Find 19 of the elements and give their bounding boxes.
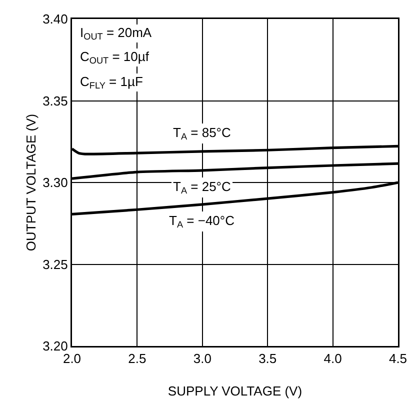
y-axis-title: OUTPUT VOLTAGE (V) — [24, 114, 38, 252]
x-tick-label: 3.5 — [258, 351, 277, 366]
x-tick-label: 4.0 — [324, 351, 342, 366]
annotation: C$_{OUT}$ = 10µf — [80, 49, 150, 66]
series-label: T$_{A}$ = −40°C — [169, 213, 234, 230]
x-tick-label: 2.0 — [62, 351, 82, 366]
x-tick-label: 4.5 — [388, 351, 408, 366]
x-tick-label: 3.0 — [193, 351, 212, 366]
x-axis-title: SUPPLY VOLTAGE (V) — [168, 384, 302, 398]
y-tick-label: 3.35 — [42, 93, 68, 108]
annotation: C$_{FLY}$ = 1µF — [80, 74, 143, 91]
y-tick-label: 3.20 — [42, 338, 68, 354]
series-label: T$_{A}$ = 85°C — [173, 125, 231, 142]
series-label: T$_{A}$ = 25°C — [173, 179, 231, 196]
annotation: I$_{OUT}$ = 20mA — [80, 25, 152, 42]
x-tick-label: 2.5 — [128, 351, 146, 366]
y-tick-label: 3.30 — [42, 175, 68, 190]
y-tick-label: 3.40 — [42, 12, 68, 27]
y-tick-label: 3.25 — [42, 256, 68, 272]
